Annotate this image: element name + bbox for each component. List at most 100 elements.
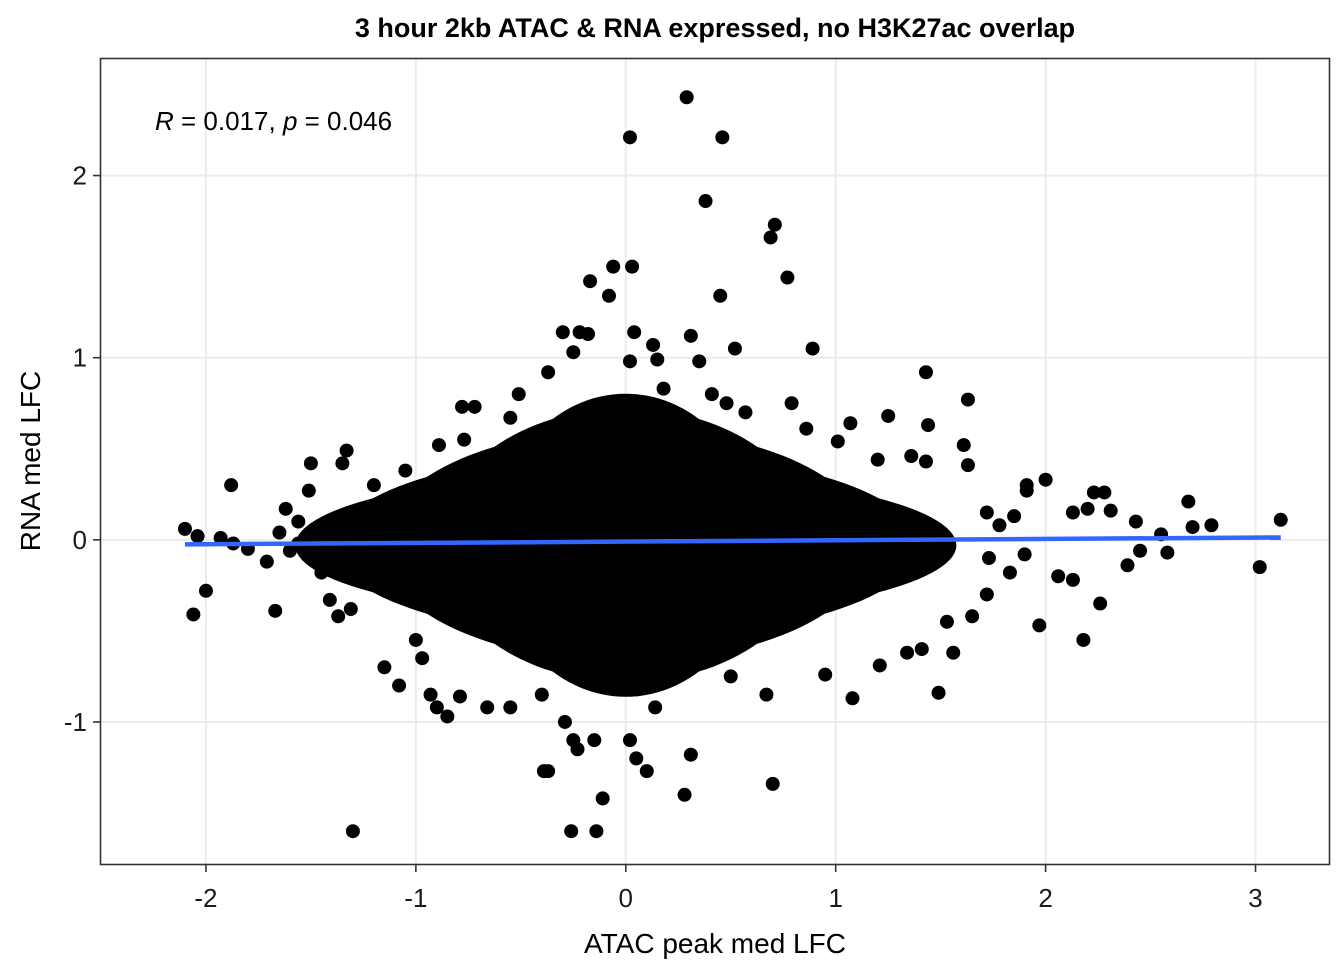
data-point (805, 341, 820, 356)
data-point (939, 614, 954, 629)
data-point (1160, 545, 1175, 560)
data-point (918, 454, 933, 469)
data-point (946, 645, 961, 660)
data-point (1076, 632, 1091, 647)
x-tick-label: 1 (828, 883, 842, 913)
data-point (704, 387, 719, 402)
data-point (979, 587, 994, 602)
data-point (503, 700, 518, 715)
data-point (719, 396, 734, 411)
data-point (1007, 509, 1022, 524)
data-point (683, 747, 698, 762)
data-point (1051, 569, 1066, 584)
data-point (335, 456, 350, 471)
data-point (931, 685, 946, 700)
data-point (650, 352, 665, 367)
data-point (1065, 572, 1080, 587)
data-point (534, 687, 549, 702)
data-point (601, 288, 616, 303)
data-point (1065, 505, 1080, 520)
data-point (627, 325, 642, 340)
data-point (981, 551, 996, 566)
data-point (557, 714, 572, 729)
data-point (679, 90, 694, 105)
data-point (921, 418, 936, 433)
data-point (992, 518, 1007, 533)
data-point (392, 678, 407, 693)
data-point (637, 403, 652, 418)
data-point (343, 602, 358, 617)
data-point (429, 700, 444, 715)
data-point (713, 288, 728, 303)
data-point (383, 490, 398, 505)
regression-line (184, 535, 1281, 547)
data-point (843, 416, 858, 431)
data-point (480, 700, 495, 715)
data-point (272, 525, 287, 540)
data-point (457, 432, 472, 447)
data-point (536, 764, 551, 779)
data-point (1120, 558, 1135, 573)
x-tick-label: -2 (194, 883, 217, 913)
data-point (727, 341, 742, 356)
x-tick-label: 2 (1038, 883, 1052, 913)
data-point (291, 514, 306, 529)
data-point (566, 345, 581, 360)
data-point (1017, 547, 1032, 562)
data-point (177, 521, 192, 536)
data-point (1080, 501, 1095, 516)
x-tick-label: 0 (619, 883, 633, 913)
data-point (960, 458, 975, 473)
data-point (455, 399, 470, 414)
data-point (1038, 472, 1053, 487)
data-point (979, 505, 994, 520)
data-point (738, 405, 753, 420)
data-point (799, 421, 814, 436)
r-value: = 0.017, (174, 106, 283, 136)
data-point (570, 742, 585, 757)
data-point (190, 529, 205, 544)
data-point (965, 609, 980, 624)
data-point (784, 396, 799, 411)
data-point (213, 530, 228, 545)
data-point (431, 438, 446, 453)
data-point (698, 194, 713, 209)
data-point (780, 270, 795, 285)
data-point (366, 478, 381, 493)
data-point (646, 337, 661, 352)
data-point (452, 689, 467, 704)
x-tick-label: 3 (1248, 883, 1262, 913)
data-point (625, 259, 640, 274)
data-point (1133, 543, 1148, 558)
plot-frame (99, 57, 1331, 866)
y-tick-label: 1 (73, 343, 87, 373)
data-point (648, 700, 663, 715)
data-point (415, 651, 430, 666)
data-point (268, 603, 283, 618)
data-point (339, 443, 354, 458)
data-point (1252, 560, 1267, 575)
data-point (845, 691, 860, 706)
data-point (715, 130, 730, 145)
data-point (870, 452, 885, 467)
data-point (1093, 596, 1108, 611)
data-point (303, 456, 318, 471)
data-point (900, 645, 915, 660)
data-point (583, 274, 598, 289)
data-point (564, 824, 579, 839)
data-point (759, 687, 774, 702)
chart-title: 3 hour 2kb ATAC & RNA expressed, no H3K2… (355, 13, 1075, 43)
data-point (1002, 565, 1017, 580)
x-axis-title: ATAC peak med LFC (584, 928, 846, 959)
y-tick-label: 2 (73, 161, 87, 191)
data-point (1181, 494, 1196, 509)
y-axis-title: RNA med LFC (15, 371, 46, 552)
data-point (656, 381, 671, 396)
dense-point-cloud (493, 393, 759, 697)
data-point (224, 478, 239, 493)
data-point (1019, 483, 1034, 498)
data-point (1032, 618, 1047, 633)
data-point (622, 733, 637, 748)
data-point (282, 543, 297, 558)
